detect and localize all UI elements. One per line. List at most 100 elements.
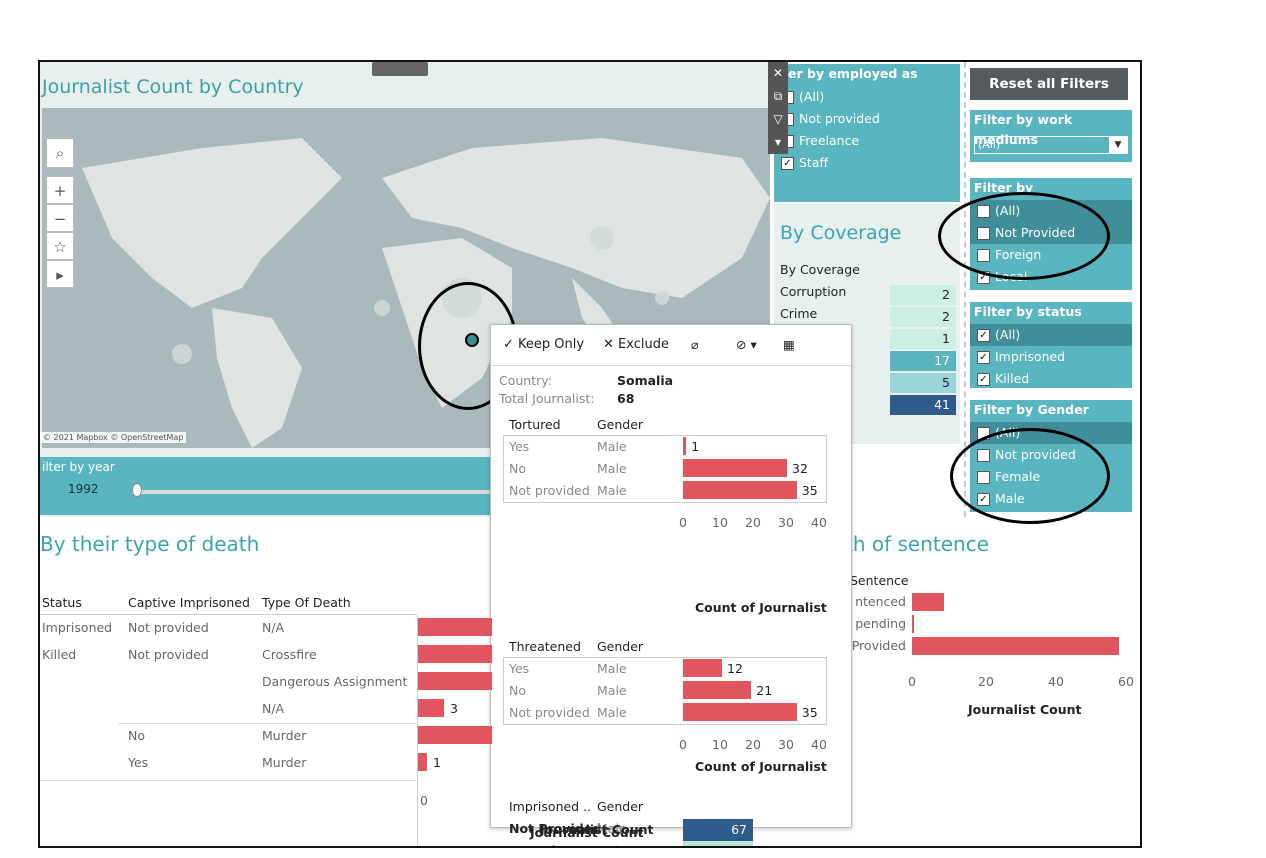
death-captive: Not provided [128,647,209,662]
threatened-gender-header: Gender [597,639,644,654]
threatened-bar[interactable] [683,681,752,699]
chevron-down-icon[interactable]: ▼ [1109,137,1127,153]
death-bar[interactable] [418,699,444,717]
coverage-header: By Coverage [780,262,860,277]
open-external-icon[interactable]: ⧉ [773,89,783,103]
coverage-title: By Coverage [780,222,902,244]
tortured-gender: Male [597,483,627,498]
sentence-bar[interactable] [912,615,914,633]
death-type: N/A [262,620,285,635]
paperclip-icon[interactable]: ⌀ [691,337,699,352]
exclude-button[interactable]: ✕ Exclude [603,337,669,352]
imprisoned-value[interactable]: 1 [683,841,753,846]
threatened-bar[interactable] [683,659,722,677]
death-bar[interactable] [418,645,492,663]
coverage-row[interactable]: 5 [780,372,956,394]
employed_filter-item[interactable]: Not provided [774,108,936,130]
zoom-in-icon[interactable]: + [46,176,74,204]
year-filter-label: ilter by year [42,460,115,474]
status_filter-item[interactable]: ✓ Imprisoned [970,346,1132,368]
work-mediums-title: Filter by work mediums [974,112,1073,147]
sentence-tick: 60 [1118,674,1134,689]
checkbox[interactable]: ✓ [977,329,990,342]
sentence-axis-label: Journalist Count [968,702,1082,717]
status_filter-item[interactable]: ✓ (All) [970,324,1132,346]
threatened-header: Threatened [509,639,581,654]
checkbox[interactable]: ✓ [781,157,794,170]
tooltip-toolbar: ✕ ⧉ ▽ ▾ [768,62,788,154]
threatened-gender: Male [597,661,627,676]
expand-arrow-icon[interactable]: ▸ [46,260,74,288]
employed_filter-item[interactable]: (All) [774,86,936,108]
death-captive: Yes [128,755,149,770]
death-bar[interactable] [418,753,427,771]
tortured-header: Tortured [509,417,561,432]
tooltip-below-label: Journalist Count [540,822,654,837]
close-icon[interactable]: ✕ [772,66,784,80]
sentence-label: ntenced [855,594,906,609]
employed_filter-item[interactable]: ✓ Staff [774,152,936,174]
pin-icon[interactable]: ☆ [46,232,74,260]
threatened-tick: 40 [811,737,827,752]
threatened-bar[interactable] [683,703,797,721]
coverage-row[interactable]: Crime 2 [780,306,956,328]
divider [491,365,851,366]
death-bar[interactable] [418,672,492,690]
map-panel: Journalist Count by Country ⌕ + − ☆ ▸ © … [40,62,770,517]
drag-handle[interactable] [372,62,428,76]
year-slider-track[interactable] [132,490,512,494]
group-icon[interactable]: ⊘ ▾ [736,337,757,352]
death-status: Imprisoned [42,620,113,635]
imprisoned-value[interactable]: 67 [683,819,753,841]
threatened-tick: 30 [778,737,794,752]
country-value: Somalia [617,373,674,388]
sentence-tick: 0 [908,674,916,689]
filter-icon[interactable]: ▽ [773,112,783,126]
sentence-bar[interactable] [912,637,1119,655]
imprisoned-category: Not Provided [509,821,602,836]
status_filter-item[interactable]: ✓ Killed [970,368,1132,390]
tortured-bar[interactable] [683,481,797,499]
work-mediums-select[interactable]: (All) ▼ [974,136,1128,154]
highlight-circle-local [938,192,1110,280]
threatened-bar-label: 12 [727,661,743,676]
death-bar[interactable] [418,726,492,744]
tortured-gender: Male [597,439,627,454]
sentence-title: th of sentence [845,532,990,556]
sentence-label: Provided [851,638,906,653]
reset-filters-button[interactable]: Reset all Filters [970,68,1128,100]
divider [417,614,418,846]
keep-only-button[interactable]: ✓ Keep Only [503,337,584,352]
checkbox[interactable]: ✓ [977,351,990,364]
tortured-bar[interactable] [683,437,687,455]
sentence-tick: 40 [1048,674,1064,689]
threatened-tick: 10 [712,737,728,752]
year-slider-thumb[interactable] [132,483,142,497]
employed_filter-item[interactable]: Freelance [774,130,936,152]
total-label: Total Journalist: [499,391,595,406]
threatened-tick: 20 [745,737,761,752]
zoom-out-icon[interactable]: − [46,204,74,232]
checkbox-label: Not provided [799,111,880,126]
threatened-category: Yes [509,661,530,676]
tortured-category: Yes [509,439,530,454]
coverage-label: Crime [780,306,818,321]
threatened-axis-label: Count of Journalist [695,759,827,774]
coverage-value: 2 [890,285,956,305]
view-data-icon[interactable]: ▦ [783,337,795,352]
sentence-label: pending [855,616,906,631]
tortured-bar[interactable] [683,459,787,477]
employed-filter: er by employed as (All) Not provided Freel… [774,64,960,202]
map-search-icon[interactable]: ⌕ [46,138,74,168]
death-type: Murder [262,728,307,743]
checkbox[interactable]: ✓ [977,373,990,386]
death-captive: No [128,728,145,743]
threatened-category: Not provided [509,705,590,720]
death-bar[interactable] [418,618,492,636]
coverage-row[interactable]: Corruption 2 [780,284,956,306]
dropdown-icon[interactable]: ▾ [774,135,782,149]
sentence-bar[interactable] [912,593,944,611]
coverage-row[interactable]: 17 [780,350,956,372]
divider [118,723,416,724]
checkbox-label: Killed [995,371,1030,386]
